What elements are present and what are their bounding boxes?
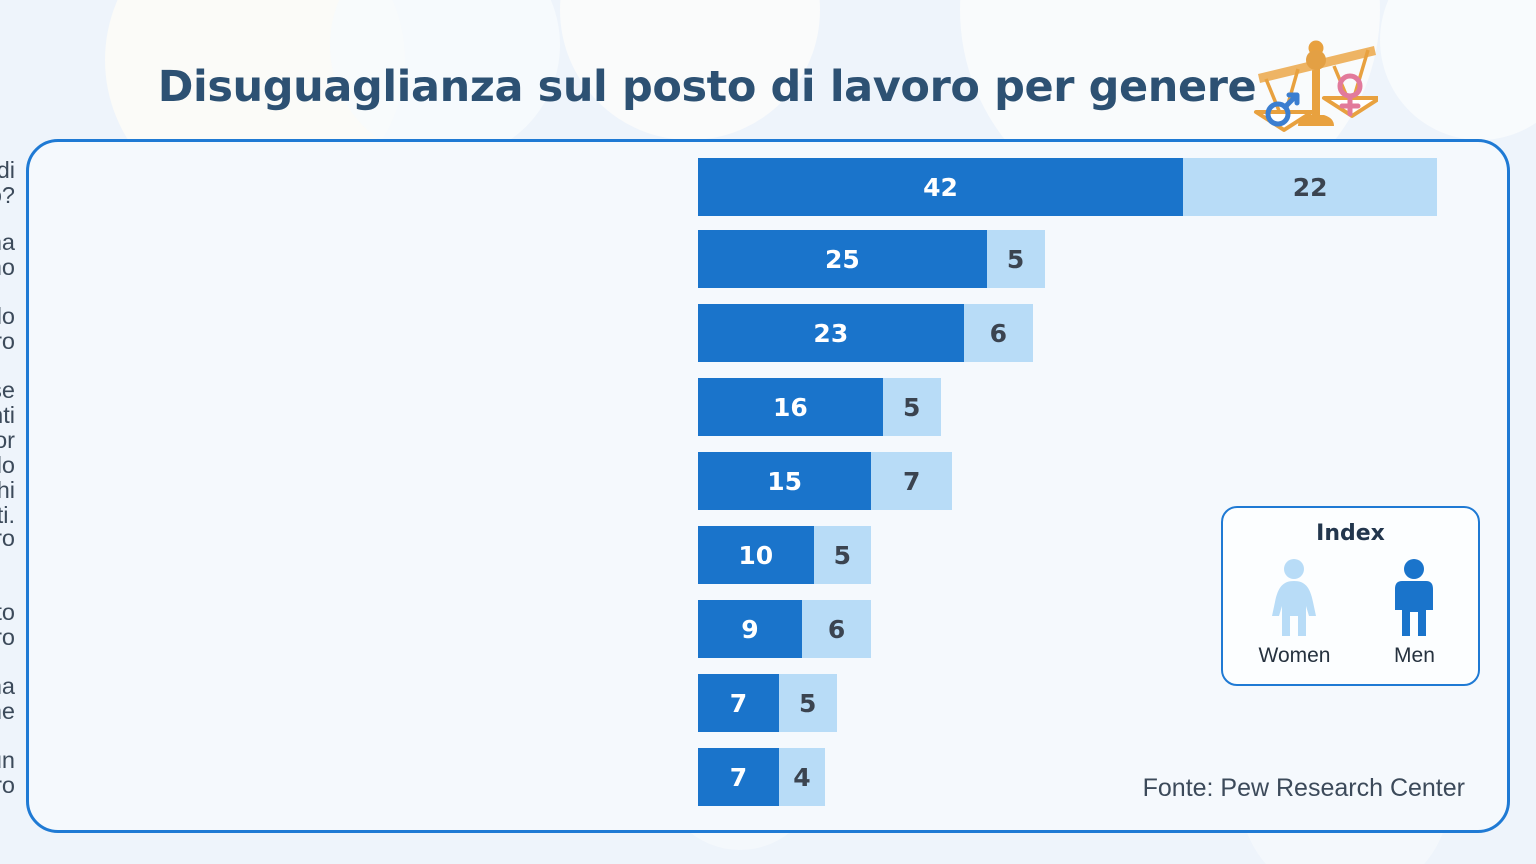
bar-segment-men: 6 [963,304,1033,362]
bar-segment-men: 22 [1183,158,1438,216]
bar-segment-men: 5 [778,674,837,732]
woman-icon [1272,559,1317,636]
bar-segment-women: 7 [698,748,779,806]
bar-value-women: 15 [767,466,803,496]
bar-value-men: 5 [1006,244,1025,274]
bar-segment-women: 23 [698,304,964,362]
chart-row-label: Sono stato rifiutato per un lavoro [0,747,15,799]
bar-value-men: 22 [1292,172,1328,202]
bar-value-men: 4 [793,762,811,792]
bar-segment-women: 15 [698,452,872,510]
bar-value-women: 16 [773,392,808,422]
legend-item-men: Men [1386,558,1442,668]
bar-value-men: 5 [799,688,817,718]
man-icon [1395,559,1434,636]
chart-row-label: Hai mai subito uno di questi tipi di dis… [0,157,15,209]
bar-value-women: 9 [741,614,759,644]
chart-row-label: Mi è stata negata una promozione [0,673,15,725]
chart-bar: 42 22 [698,158,1438,216]
chart-row-label: facendo lo stesso lavoro [0,303,15,355]
chart-bar: 15 7 [698,452,953,510]
bar-segment-men: 5 [882,378,941,436]
bar-value-men: 6 [827,614,846,644]
index-legend: Index Women Men [1221,506,1480,686]
bar-value-men: 7 [902,466,921,496]
bar-value-women: 10 [738,540,774,570]
chart-bar: 23 6 [698,304,1033,362]
bar-value-women: 7 [729,688,748,718]
bar-value-men: 5 [902,392,921,422]
male-symbol-icon [1265,92,1300,127]
chart-row-label: Sono stati trattati come se non fossero … [0,377,15,429]
bar-segment-men: 5 [813,526,872,584]
chart-row-label: Ho subito ripetuti piccoli affronti sul … [0,525,15,551]
chart-bar: 16 5 [698,378,941,436]
chart-card: Hai mai subito uno di questi tipi di dis… [0,139,1510,833]
bar-segment-women: 25 [698,230,987,288]
bar-value-women: 23 [813,318,849,348]
chart-bar: 25 5 [698,230,1045,288]
balance-scale-gender-icon [1254,40,1379,132]
bar-value-women: 25 [824,244,860,274]
bar-segment-men: 4 [778,748,826,806]
female-symbol-icon [1337,73,1363,117]
legend-items: Women Men [1259,558,1443,668]
source-note: Fonte: Pew Research Center [1142,774,1465,802]
bar-value-women: 42 [923,172,958,202]
chart-bar: 10 5 [698,526,872,584]
chart-row-label: Mi sentivo isolato sul posto di lavoro [0,599,15,651]
legend-title: Index [1316,521,1385,546]
bar-segment-men: 7 [871,452,953,510]
legend-item-women: Women [1258,558,1331,668]
header: Disuguaglianza sul posto di lavoro per g… [0,38,1536,136]
bar-segment-men: 6 [801,600,872,658]
bar-segment-women: 42 [698,158,1184,216]
legend-label-men: Men [1394,644,1435,667]
page-title: Disuguaglianza sul posto di lavoro per g… [157,62,1257,112]
bar-segment-women: 7 [698,674,779,732]
chart-row-label: Ha ricevuto meno supporto dai dirigenti … [0,427,15,529]
bar-segment-women: 16 [698,378,883,436]
bar-value-men: 6 [989,318,1007,348]
bar-value-men: 5 [833,540,852,570]
bar-value-women: 7 [729,762,748,792]
bar-segment-men: 5 [986,230,1045,288]
stacked-bar-chart: Hai mai subito uno di questi tipi di dis… [0,142,1507,830]
bar-segment-women: 9 [698,600,802,658]
legend-label-women: Women [1258,644,1331,667]
bar-segment-women: 10 [698,526,814,584]
chart-row-label: Guadagnava meno di una donna/uomo [0,229,15,281]
